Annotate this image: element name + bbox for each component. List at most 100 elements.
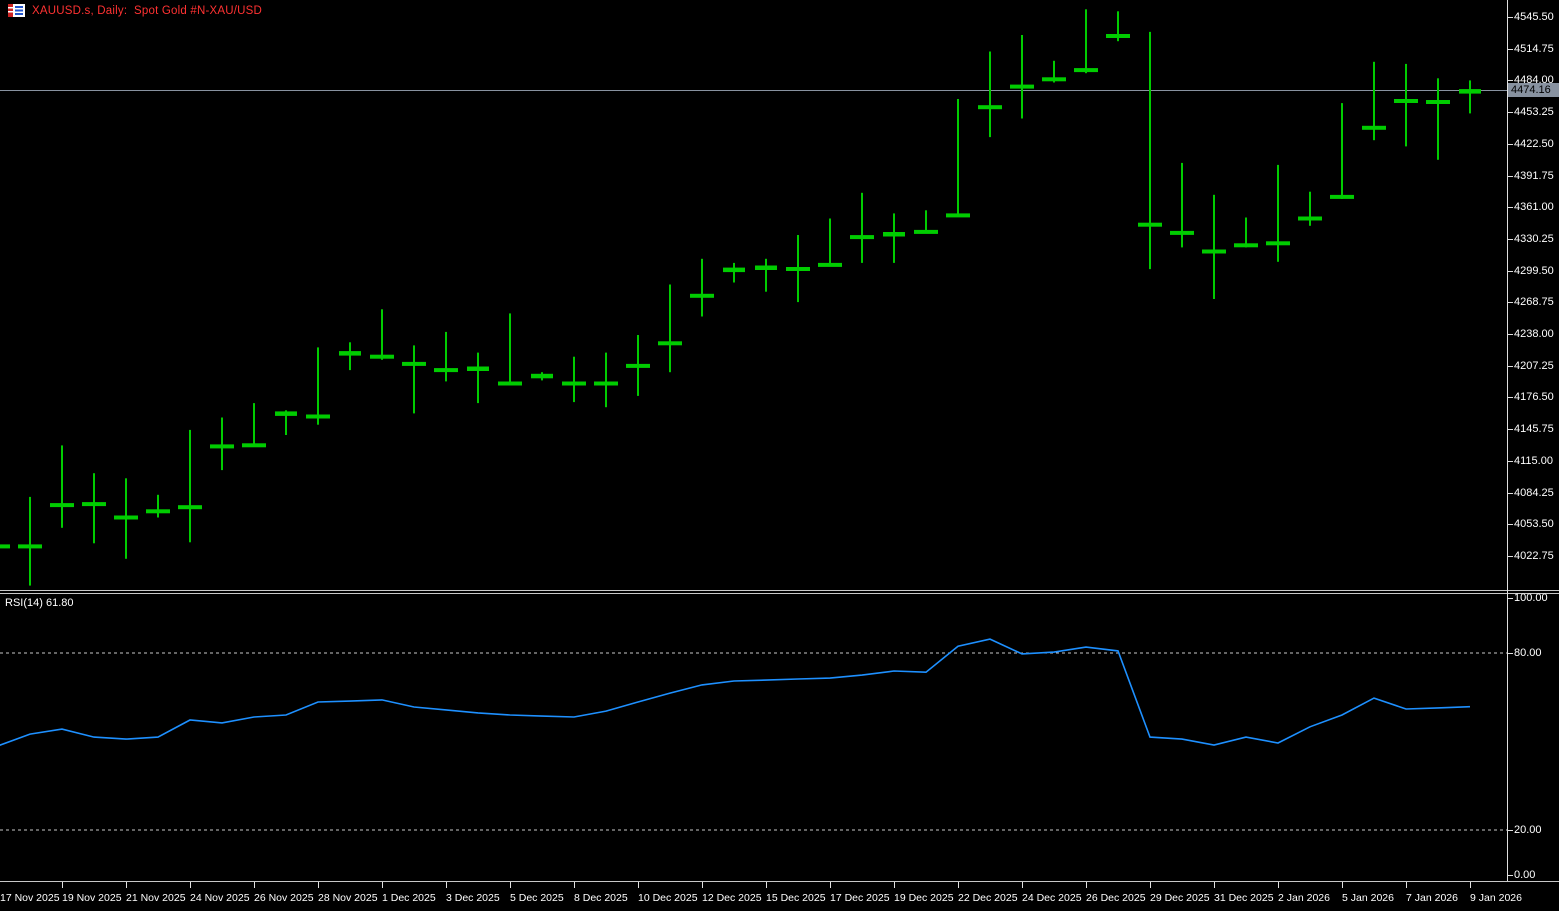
candle-body	[755, 265, 777, 270]
rsi-indicator-pane[interactable]	[0, 594, 1507, 880]
candle	[210, 417, 234, 471]
rsi-line	[0, 638, 1471, 747]
rsi-level-label: 20.00	[1514, 824, 1542, 836]
candle	[242, 403, 266, 448]
candle-body	[1426, 100, 1450, 104]
candle	[146, 494, 170, 518]
time-axis-label: 19 Dec 2025	[894, 892, 954, 904]
candle	[850, 192, 874, 263]
time-axis-label: 8 Dec 2025	[574, 892, 628, 904]
candle	[658, 284, 682, 373]
candles	[0, 9, 1481, 586]
candle-body	[18, 544, 42, 549]
candle	[946, 99, 970, 218]
candle-body	[562, 381, 586, 386]
price-axis-label: 4361.00	[1514, 201, 1554, 213]
axis-tick	[1507, 239, 1513, 240]
axis-tick	[1470, 882, 1471, 888]
candle	[1394, 63, 1418, 147]
time-axis-label: 28 Nov 2025	[318, 892, 378, 904]
axis-tick	[254, 882, 255, 888]
price-axis-label: 4514.75	[1514, 43, 1554, 55]
candle	[626, 335, 650, 396]
axis-tick	[1507, 112, 1513, 113]
candle	[690, 258, 714, 317]
candle	[883, 213, 905, 263]
candle	[914, 210, 938, 234]
candle-body	[0, 544, 10, 549]
candle-body	[1234, 243, 1258, 248]
candle	[82, 473, 106, 544]
candle	[1362, 61, 1386, 141]
candle-body	[1010, 84, 1034, 89]
time-axis-label: 7 Jan 2026	[1406, 892, 1458, 904]
time-axis-label: 26 Dec 2025	[1086, 892, 1146, 904]
axis-tick	[1342, 882, 1343, 888]
current-price-value: 4474.16	[1511, 84, 1551, 96]
time-axis-label: 31 Dec 2025	[1214, 892, 1274, 904]
price-axis-label: 4268.75	[1514, 296, 1554, 308]
candle	[1138, 31, 1162, 270]
axis-tick	[126, 882, 127, 888]
candle-body	[1394, 99, 1418, 103]
axis-tick	[510, 882, 511, 888]
candle-body	[114, 515, 138, 520]
axis-tick	[1507, 80, 1513, 81]
candle-body	[467, 366, 489, 371]
candle-body	[594, 381, 618, 386]
candle	[1266, 164, 1290, 262]
axis-tick	[702, 882, 703, 888]
price-axis-label: 4238.00	[1514, 328, 1554, 340]
time-axis-label: 17 Nov 2025	[0, 892, 60, 904]
axis-tick	[382, 882, 383, 888]
candle-body	[883, 232, 905, 237]
candle-body	[914, 229, 938, 234]
axis-tick	[1086, 882, 1087, 888]
candle-body	[402, 361, 426, 366]
candle	[50, 445, 74, 528]
candle	[818, 218, 842, 267]
candle	[178, 429, 202, 543]
candle	[723, 262, 745, 283]
candle-body	[339, 351, 361, 356]
rsi-level-label: 0.00	[1514, 869, 1536, 881]
candle	[498, 313, 522, 386]
time-axis-label: 24 Nov 2025	[190, 892, 250, 904]
candle-body	[1074, 68, 1098, 73]
rsi-level-label: 100.00	[1514, 592, 1548, 604]
time-axis-label: 12 Dec 2025	[702, 892, 762, 904]
candle-body	[50, 503, 74, 508]
candle-body	[626, 363, 650, 368]
candle-body	[1459, 89, 1481, 94]
time-axis-label: 26 Nov 2025	[254, 892, 314, 904]
candle-body	[434, 368, 458, 373]
axis-tick	[1507, 176, 1513, 177]
candle	[339, 342, 361, 371]
axis-tick	[1406, 882, 1407, 888]
time-axis-label: 3 Dec 2025	[446, 892, 500, 904]
candle	[531, 372, 553, 381]
candle-body	[1330, 194, 1354, 199]
time-axis-label: 29 Dec 2025	[1150, 892, 1210, 904]
axis-tick	[1507, 334, 1513, 335]
axis-tick	[446, 882, 447, 888]
indicator-label: RSI(14) 61.80	[5, 597, 74, 609]
axis-tick	[1507, 207, 1513, 208]
time-axis-label: 17 Dec 2025	[830, 892, 890, 904]
price-chart-pane[interactable]	[0, 0, 1507, 589]
candle-body	[1106, 34, 1130, 38]
chart-symbol-icon	[8, 4, 25, 17]
candle-body	[690, 293, 714, 298]
candle-body	[306, 414, 330, 419]
price-axis-label: 4022.75	[1514, 550, 1554, 562]
candle	[467, 352, 489, 404]
axis-tick	[1507, 461, 1513, 462]
axis-tick	[830, 882, 831, 888]
current-price-tag: 4474.16	[1508, 83, 1559, 97]
axis-tick	[1507, 429, 1513, 430]
axis-tick	[190, 882, 191, 888]
time-axis-label: 22 Dec 2025	[958, 892, 1018, 904]
price-axis-label: 4330.25	[1514, 233, 1554, 245]
candle-body	[658, 341, 682, 346]
